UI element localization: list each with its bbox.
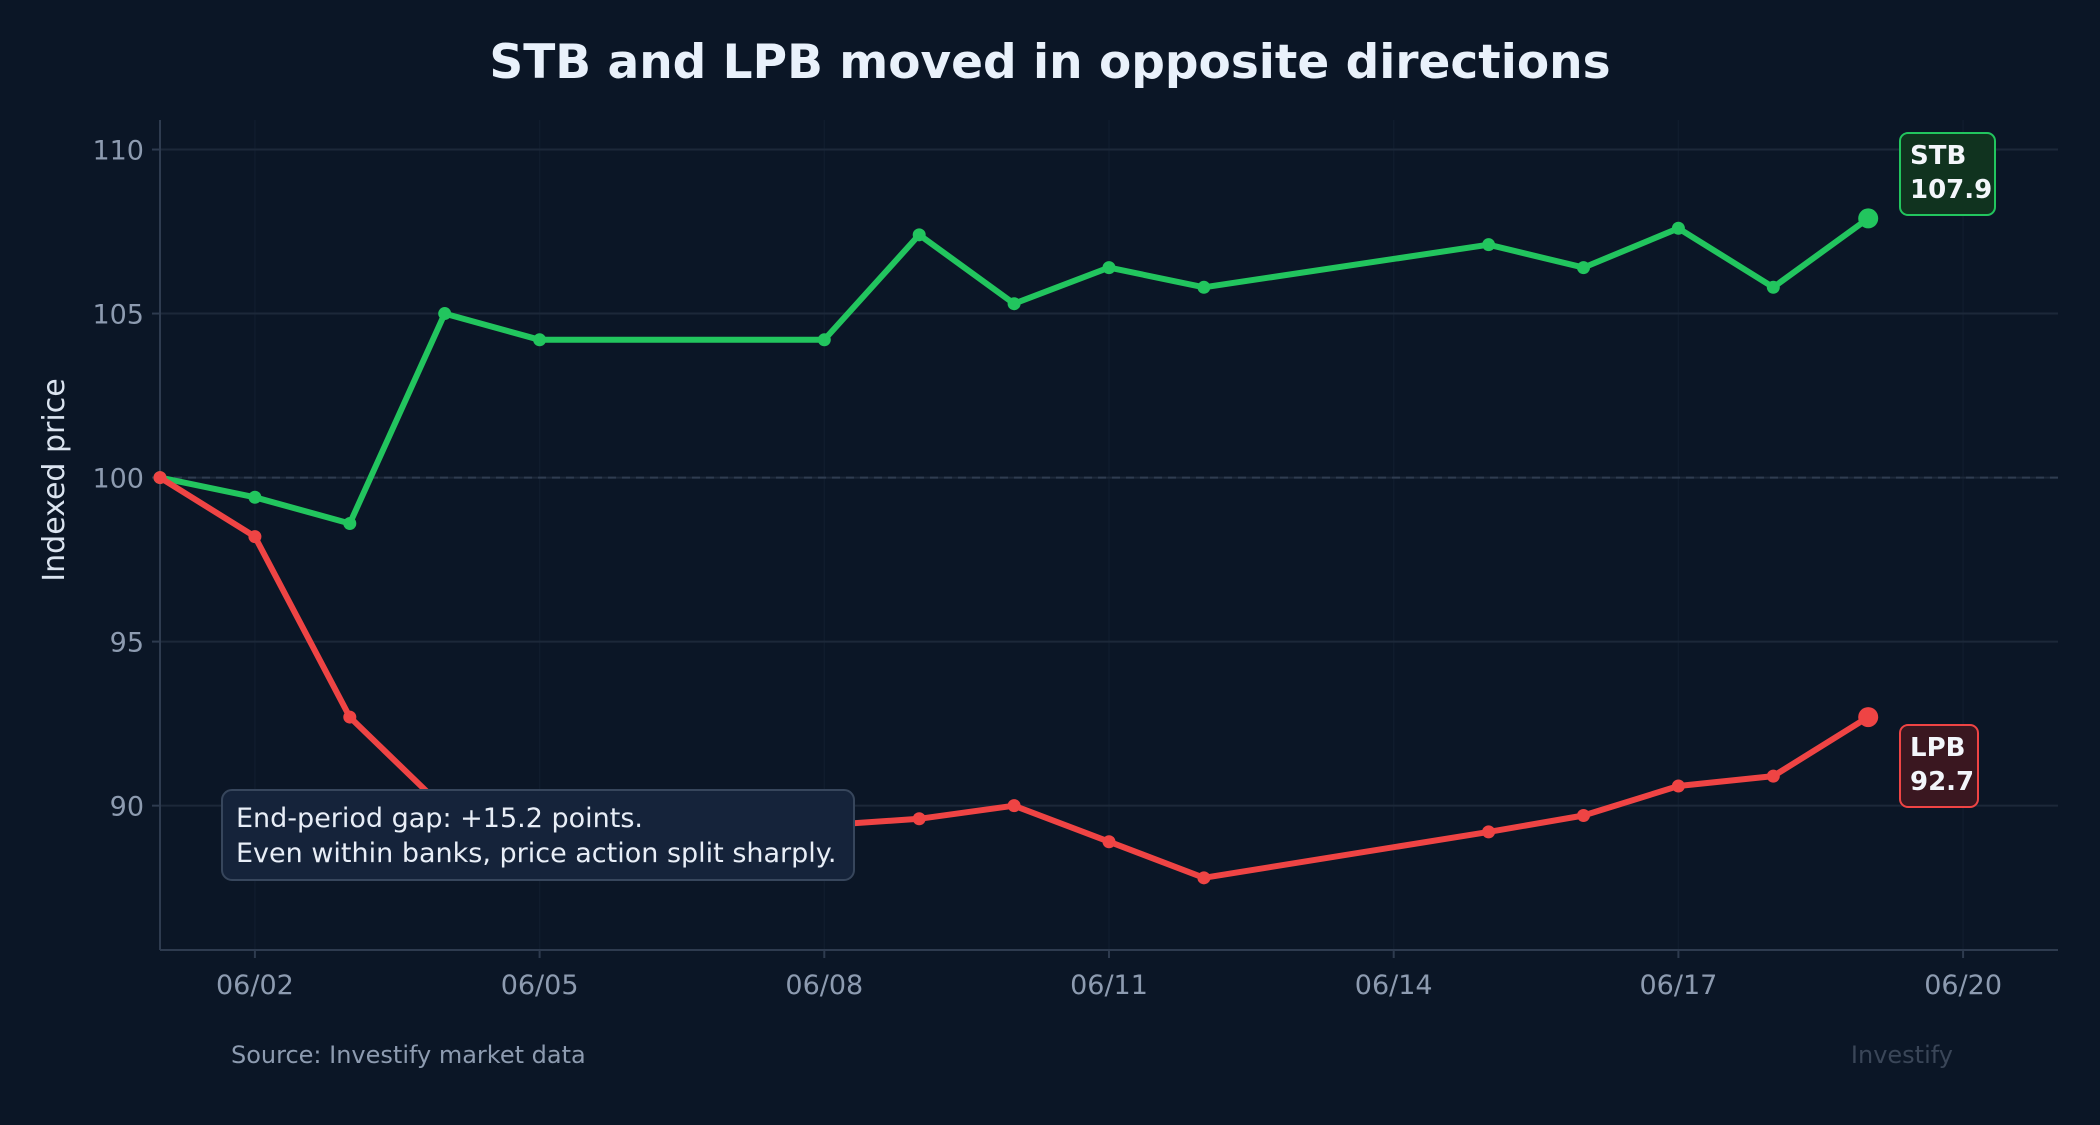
data-point-lpb: [1858, 707, 1879, 728]
x-tick-label: 06/02: [216, 970, 294, 1001]
annotation-box: [221, 789, 855, 881]
labels-layer: End-period gap: +15.2 points. Even within…: [221, 132, 1996, 881]
data-point-lpb: [1577, 808, 1590, 822]
annotation-line-1: End-period gap: +15.2 points.: [236, 803, 643, 834]
end-label-box-stb: [1899, 132, 1996, 216]
data-point-stb: [1858, 208, 1879, 229]
data-point-lpb: [1671, 779, 1685, 793]
data-point-lpb: [1102, 835, 1116, 849]
x-tick-label: 06/14: [1355, 970, 1433, 1001]
data-point-lpb: [1766, 769, 1780, 783]
data-point-stb: [1766, 280, 1780, 294]
y-tick-label: 95: [110, 628, 144, 659]
data-point-stb: [438, 307, 452, 321]
x-tick-label: 06/20: [1924, 970, 2002, 1001]
brand-watermark: Investify: [1851, 1041, 1953, 1069]
data-point-lpb: [1007, 799, 1021, 813]
grid-layer: [160, 120, 2058, 950]
y-tick-label: 110: [92, 136, 144, 167]
y-tick-label: 100: [92, 464, 144, 495]
end-label-name-stb: STB: [1910, 141, 1966, 171]
data-point-stb: [1577, 261, 1590, 275]
x-tick-label: 06/08: [785, 970, 863, 1001]
end-label-name-lpb: LPB: [1910, 733, 1965, 763]
data-point-stb: [533, 333, 547, 347]
data-point-lpb: [912, 812, 926, 826]
x-tick-label: 06/11: [1070, 970, 1148, 1001]
end-label-value-stb: 107.9: [1910, 175, 1992, 205]
data-point-stb: [1197, 280, 1211, 294]
data-point-lpb: [1482, 825, 1496, 839]
data-point-stb: [1482, 238, 1496, 252]
chart-title: STB and LPB moved in opposite directions: [489, 35, 1610, 90]
data-point-stb: [912, 228, 926, 242]
source-note: Source: Investify market data: [231, 1041, 586, 1069]
y-axis-label: Indexed price: [37, 378, 72, 581]
data-point-lpb: [1197, 871, 1211, 885]
axes-layer: 90 95 100 105 110 06/02 06/05 06/08 06/11 06/14 06…: [92, 120, 2058, 1001]
y-tick-label: 90: [110, 792, 144, 823]
x-tick-label: 06/17: [1639, 970, 1717, 1001]
data-point-stb: [248, 490, 262, 504]
annotation-line-2: Even within banks, price action split sh…: [236, 838, 837, 869]
data-point-stb: [343, 517, 357, 531]
end-label-box-lpb: [1899, 724, 1979, 808]
data-point-lpb: [248, 530, 262, 544]
data-point-lpb: [343, 710, 357, 724]
end-label-value-lpb: 92.7: [1910, 767, 1974, 797]
data-point-stb: [817, 333, 831, 347]
x-tick-label: 06/05: [501, 970, 579, 1001]
data-point-lpb: [153, 471, 167, 485]
data-point-stb: [1007, 297, 1021, 311]
data-point-stb: [1671, 221, 1685, 235]
y-tick-label: 105: [92, 300, 144, 331]
data-point-stb: [1102, 261, 1116, 275]
